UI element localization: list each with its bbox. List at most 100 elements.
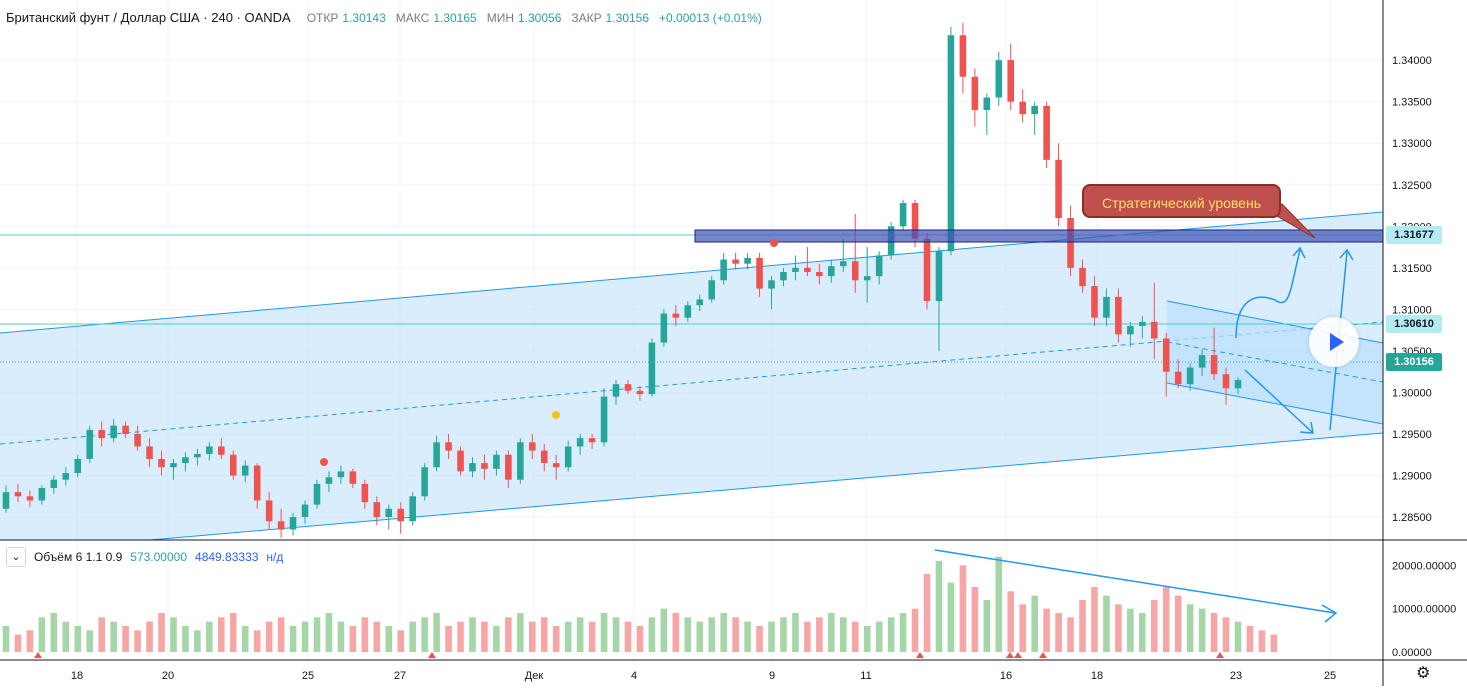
volume-bar — [1031, 595, 1038, 652]
volume-tick-label: 0.00000 — [1392, 647, 1432, 659]
volume-bar — [1067, 617, 1074, 652]
volume-bar — [445, 626, 452, 652]
volume-bar — [469, 617, 476, 652]
volume-bar — [1115, 604, 1122, 652]
y-tick-label: 1.31500 — [1392, 263, 1432, 275]
volume-bar — [720, 613, 727, 652]
volume-bar — [1055, 613, 1062, 652]
channel-mid-line — [0, 321, 1384, 445]
volume-bar — [182, 626, 189, 652]
volume-bar — [86, 630, 94, 652]
candle-body — [732, 259, 739, 264]
x-tick-label: 4 — [631, 670, 637, 682]
candle-body — [337, 471, 345, 478]
y-tick-label: 1.33000 — [1392, 138, 1432, 150]
candle-body — [1019, 101, 1026, 115]
volume-bar — [923, 574, 931, 652]
y-tick-label: 1.32500 — [1392, 180, 1432, 192]
x-tick-label: 25 — [1324, 670, 1336, 682]
candle-body — [265, 500, 273, 522]
volume-bar — [756, 626, 763, 652]
low-value: 1.30056 — [518, 11, 562, 25]
volume-bar — [1007, 591, 1015, 652]
candle-body — [517, 442, 524, 480]
volume-value-2: 4849.83333 — [195, 550, 259, 564]
volume-bar — [421, 617, 428, 652]
volume-bar — [768, 621, 775, 652]
candle-body — [947, 35, 955, 252]
volume-bar — [1234, 621, 1242, 652]
volume-bar — [146, 621, 153, 652]
x-tick-label: 20 — [162, 670, 174, 682]
volume-bar — [493, 626, 500, 652]
volume-bar — [373, 621, 381, 652]
signal-dot-red — [770, 239, 778, 247]
volume-bar — [816, 617, 823, 652]
x-tick-label: 18 — [1091, 670, 1103, 682]
volume-bar — [1198, 608, 1206, 652]
desc-channel-lower — [1166, 382, 1384, 425]
candle-body — [1222, 374, 1230, 389]
candle-body — [708, 280, 715, 300]
volume-bar — [1186, 604, 1194, 652]
candle-body — [313, 483, 321, 505]
play-icon[interactable] — [1309, 317, 1359, 367]
symbol-title[interactable]: Британский фунт / Доллар США · 240 · OAN… — [6, 10, 291, 25]
strategic-zone — [694, 229, 1384, 243]
volume-bar — [612, 617, 620, 652]
candle-body — [1186, 367, 1194, 385]
projection-arrowhead — [1292, 246, 1306, 259]
channel-lower-line — [149, 432, 1384, 541]
volume-bar — [959, 565, 967, 652]
candle-body — [457, 450, 464, 472]
candle-body — [804, 267, 811, 272]
candle-body — [588, 438, 596, 443]
y-tick-label: 1.33500 — [1392, 97, 1432, 109]
volume-bar — [110, 621, 117, 652]
candle-body — [792, 267, 799, 272]
candle-body — [469, 463, 476, 472]
volume-bar — [134, 630, 141, 652]
volume-bar — [828, 613, 835, 652]
gear-icon[interactable]: ⚙ — [1416, 665, 1431, 682]
volume-bar — [289, 626, 297, 652]
candle-body — [373, 502, 381, 518]
volume-bar — [660, 608, 668, 652]
volume-bar — [684, 617, 692, 652]
candle-body — [493, 454, 500, 469]
volume-bar — [839, 617, 847, 652]
candle-body — [1067, 218, 1074, 268]
volume-bar — [397, 630, 405, 652]
volume-bar — [1103, 595, 1110, 652]
volume-bar — [899, 613, 907, 652]
volume-marker — [428, 652, 436, 658]
candle-body — [1103, 296, 1110, 318]
candle-body — [2, 492, 10, 509]
volume-marker — [1216, 652, 1224, 658]
candle-body — [971, 76, 979, 110]
chevron-down-icon[interactable]: ⌄ — [6, 547, 26, 567]
candle-body — [38, 488, 46, 501]
candle-body — [1198, 355, 1206, 368]
candle-body — [600, 396, 608, 443]
strategic-level-callout[interactable]: Стратегический уровень — [1082, 184, 1281, 218]
volume-bar — [433, 613, 440, 652]
candle-body — [576, 438, 584, 447]
candle-body — [301, 504, 309, 518]
volume-trend-arrowhead — [1321, 604, 1338, 623]
volume-indicator-name[interactable]: Объём 6 1.1 0.9 — [34, 550, 123, 564]
candle-body — [14, 492, 22, 497]
candle-body — [768, 280, 775, 289]
candle-body — [289, 517, 297, 530]
candle-body — [1031, 105, 1038, 115]
candle-body — [134, 434, 141, 447]
volume-bar — [1270, 634, 1278, 652]
volume-bar — [588, 621, 596, 652]
volume-bar — [792, 613, 799, 652]
open-label: ОТКР — [306, 11, 339, 25]
volume-bar — [863, 626, 871, 652]
volume-bar — [804, 621, 811, 652]
volume-bar — [1019, 604, 1026, 652]
